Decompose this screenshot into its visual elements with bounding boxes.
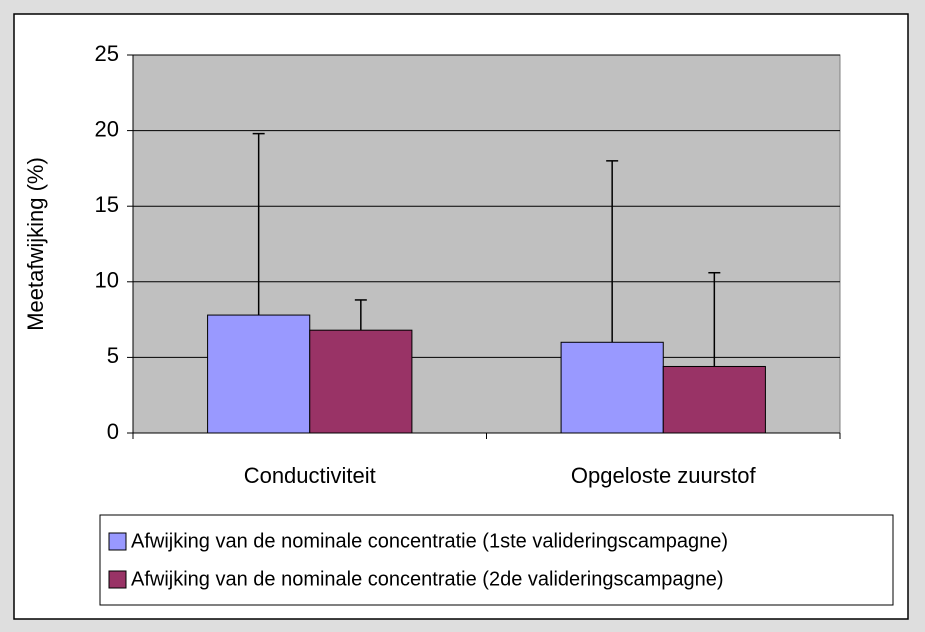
x-tick-label: Conductiviteit	[244, 463, 376, 488]
y-tick-label: 15	[95, 192, 119, 217]
bar	[662, 365, 766, 434]
legend-label: Afwijking van de nominale concentratie (…	[131, 530, 728, 552]
y-tick-label: 5	[107, 343, 119, 368]
legend-label: Afwijking van de nominale concentratie (…	[131, 568, 724, 590]
y-tick-label: 10	[95, 268, 119, 293]
x-tick-label: Opgeloste zuurstof	[571, 463, 757, 488]
bar	[560, 341, 664, 434]
bar	[207, 314, 311, 434]
y-tick-label: 25	[95, 41, 119, 66]
legend	[99, 514, 894, 606]
bar	[309, 329, 413, 434]
y-axis-label: Meetafwijking (%)	[23, 157, 48, 331]
legend-swatch	[108, 570, 127, 589]
y-tick-label: 20	[95, 116, 119, 141]
y-tick-label: 0	[107, 419, 119, 444]
legend-swatch	[108, 532, 127, 551]
